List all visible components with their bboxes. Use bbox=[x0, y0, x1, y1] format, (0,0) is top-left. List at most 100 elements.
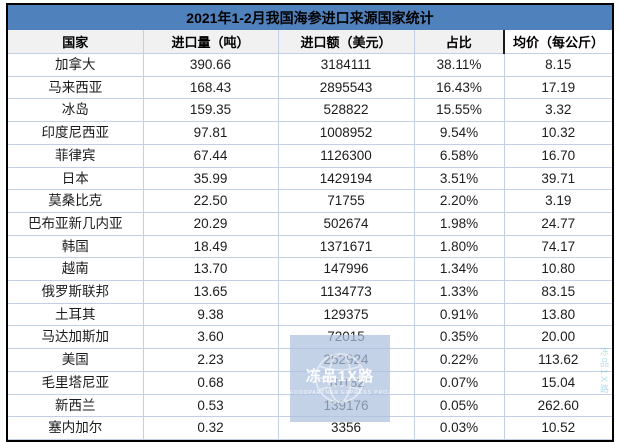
cell-avg-price: 20.00 bbox=[503, 325, 612, 350]
cell-volume: 97.81 bbox=[142, 121, 278, 145]
cell-avg-price: 15.04 bbox=[503, 371, 612, 395]
table-row: 菲律宾 67.44 1126300 6.58% 16.70 bbox=[8, 144, 612, 168]
cell-value: 528822 bbox=[277, 98, 414, 123]
col-header-avg-price: 均价（每公斤） bbox=[503, 30, 612, 54]
cell-avg-price: 262.60 bbox=[503, 394, 612, 418]
cell-volume: 18.49 bbox=[142, 235, 278, 259]
cell-share: 9.54% bbox=[413, 121, 504, 145]
cell-avg-price: 10.52 bbox=[503, 416, 612, 440]
table-row: 美国 2.23 252924 0.22% 113.62 bbox=[8, 348, 612, 372]
table-row: 印度尼西亚 97.81 1008952 9.54% 10.32 bbox=[8, 121, 612, 145]
table-row: 日本 35.99 1429194 3.51% 39.71 bbox=[8, 167, 612, 191]
cell-share: 0.22% bbox=[413, 348, 504, 372]
table-row: 越南 13.70 147996 1.34% 10.80 bbox=[8, 257, 612, 282]
cell-value: 252924 bbox=[277, 348, 414, 372]
cell-value: 147996 bbox=[277, 257, 414, 282]
cell-avg-price: 113.62 bbox=[503, 348, 612, 372]
table-title: 2021年1-2月我国海参进口来源国家统计 bbox=[8, 5, 612, 30]
cell-share: 1.33% bbox=[413, 280, 504, 304]
cell-country: 冰岛 bbox=[8, 98, 143, 123]
cell-avg-price: 13.80 bbox=[503, 303, 612, 327]
cell-country: 美国 bbox=[8, 348, 143, 372]
cell-avg-price: 10.80 bbox=[503, 257, 612, 282]
cell-value: 3356 bbox=[277, 416, 414, 440]
cell-country: 毛里塔尼亚 bbox=[8, 371, 143, 395]
cell-country: 越南 bbox=[8, 257, 143, 282]
cell-value: 129375 bbox=[277, 303, 414, 327]
cell-country: 俄罗斯联邦 bbox=[8, 280, 143, 304]
col-header-share: 占比 bbox=[413, 30, 504, 54]
table-row: 马达加斯加 3.60 72015 0.35% 20.00 bbox=[8, 325, 612, 350]
table-row: 俄罗斯联邦 13.65 1134773 1.33% 83.15 bbox=[8, 280, 612, 304]
cell-share: 6.58% bbox=[413, 144, 504, 168]
cell-volume: 13.70 bbox=[142, 257, 278, 282]
cell-value: 71755 bbox=[277, 189, 414, 213]
table-row: 巴布亚新几内亚 20.29 502674 1.98% 24.77 bbox=[8, 212, 612, 236]
cell-value: 3184111 bbox=[277, 53, 414, 77]
cell-value: 10182 bbox=[277, 371, 414, 395]
cell-country: 土耳其 bbox=[8, 303, 143, 327]
cell-country: 新西兰 bbox=[8, 394, 143, 418]
col-header-volume: 进口量（吨） bbox=[142, 30, 278, 54]
cell-value: 139176 bbox=[277, 394, 414, 418]
header-row: 国家 进口量（吨） 进口额（美元） 占比 均价（每公斤） bbox=[8, 30, 612, 54]
cell-avg-price: 74.17 bbox=[503, 235, 612, 259]
table-row: 毛里塔尼亚 0.68 10182 0.07% 15.04 bbox=[8, 371, 612, 395]
import-stats-table: 2021年1-2月我国海参进口来源国家统计 国家 进口量（吨） 进口额（美元） … bbox=[6, 3, 614, 442]
cell-avg-price: 10.32 bbox=[503, 121, 612, 145]
cell-volume: 390.66 bbox=[142, 53, 278, 77]
cell-country: 菲律宾 bbox=[8, 144, 143, 168]
table-row: 莫桑比克 22.50 71755 2.20% 3.19 bbox=[8, 189, 612, 213]
cell-share: 0.05% bbox=[413, 394, 504, 418]
cell-share: 38.11% bbox=[413, 53, 504, 77]
cell-country: 加拿大 bbox=[8, 53, 143, 77]
cell-avg-price: 16.70 bbox=[503, 144, 612, 168]
table-row: 塞内加尔 0.32 3356 0.03% 10.52 bbox=[8, 416, 612, 440]
cell-avg-price: 39.71 bbox=[503, 167, 612, 191]
cell-share: 3.51% bbox=[413, 167, 504, 191]
table-row: 加拿大 390.66 3184111 38.11% 8.15 bbox=[8, 53, 612, 77]
cell-volume: 9.38 bbox=[142, 303, 278, 327]
cell-volume: 22.50 bbox=[142, 189, 278, 213]
cell-country: 马来西亚 bbox=[8, 76, 143, 100]
cell-volume: 168.43 bbox=[142, 76, 278, 100]
cell-volume: 13.65 bbox=[142, 280, 278, 304]
cell-country: 莫桑比克 bbox=[8, 189, 143, 213]
cell-value: 1429194 bbox=[277, 167, 414, 191]
cell-avg-price: 17.19 bbox=[503, 76, 612, 100]
cell-share: 1.80% bbox=[413, 235, 504, 259]
cell-country: 印度尼西亚 bbox=[8, 121, 143, 145]
cell-share: 2.20% bbox=[413, 189, 504, 213]
cell-volume: 20.29 bbox=[142, 212, 278, 236]
table-row: 韩国 18.49 1371671 1.80% 74.17 bbox=[8, 235, 612, 259]
col-header-country: 国家 bbox=[8, 30, 143, 54]
cell-share: 0.07% bbox=[413, 371, 504, 395]
cell-volume: 67.44 bbox=[142, 144, 278, 168]
cell-avg-price: 3.19 bbox=[503, 189, 612, 213]
cell-avg-price: 24.77 bbox=[503, 212, 612, 236]
cell-share: 1.98% bbox=[413, 212, 504, 236]
cell-share: 16.43% bbox=[413, 76, 504, 100]
cell-country: 马达加斯加 bbox=[8, 325, 143, 350]
cell-avg-price: 83.15 bbox=[503, 280, 612, 304]
cell-share: 0.35% bbox=[413, 325, 504, 350]
table-row: 马来西亚 168.43 2895543 16.43% 17.19 bbox=[8, 76, 612, 100]
col-header-value: 进口额（美元） bbox=[277, 30, 414, 54]
data-table: 国家 进口量（吨） 进口额（美元） 占比 均价（每公斤） 加拿大 390.66 … bbox=[8, 30, 612, 440]
cell-value: 72015 bbox=[277, 325, 414, 350]
cell-volume: 0.53 bbox=[142, 394, 278, 418]
cell-volume: 0.68 bbox=[142, 371, 278, 395]
cell-share: 0.91% bbox=[413, 303, 504, 327]
cell-value: 2895543 bbox=[277, 76, 414, 100]
cell-volume: 3.60 bbox=[142, 325, 278, 350]
cell-country: 巴布亚新几内亚 bbox=[8, 212, 143, 236]
cell-volume: 35.99 bbox=[142, 167, 278, 191]
cell-country: 塞内加尔 bbox=[8, 416, 143, 440]
cell-share: 1.34% bbox=[413, 257, 504, 282]
cell-volume: 0.32 bbox=[142, 416, 278, 440]
cell-share: 15.55% bbox=[413, 98, 504, 123]
cell-country: 日本 bbox=[8, 167, 143, 191]
table-row: 土耳其 9.38 129375 0.91% 13.80 bbox=[8, 303, 612, 327]
cell-value: 1126300 bbox=[277, 144, 414, 168]
cell-country: 韩国 bbox=[8, 235, 143, 259]
